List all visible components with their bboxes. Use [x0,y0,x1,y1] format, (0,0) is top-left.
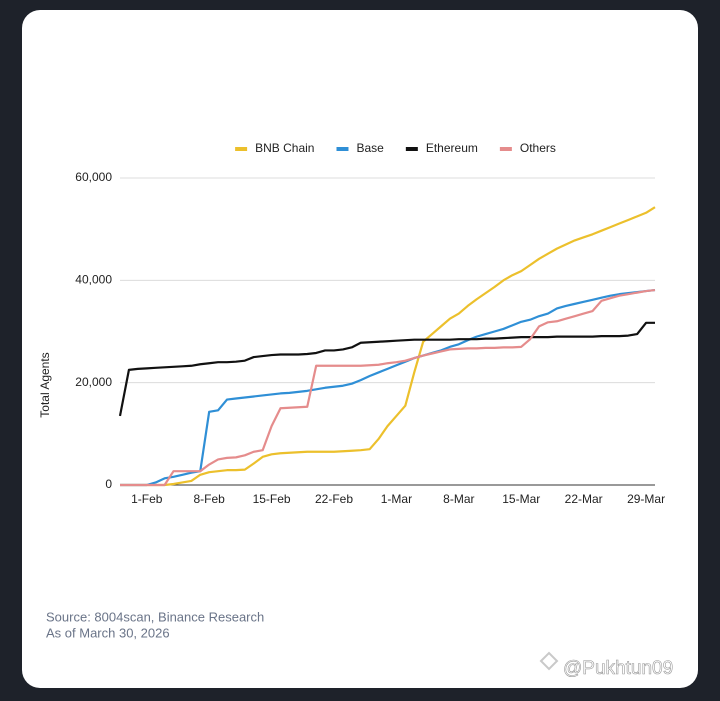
legend-label: BNB Chain [255,141,314,155]
y-axis-label: Total Agents [38,352,52,417]
legend-label: Base [356,141,384,155]
series-line [118,321,655,417]
x-tick-label: 29-Mar [627,492,665,506]
series-line [120,206,656,487]
card [22,10,698,688]
x-tick-label: 8-Feb [193,492,225,506]
x-tick-label: 15-Feb [253,492,291,506]
x-tick-label: 1-Mar [381,492,412,506]
series-line [120,288,656,487]
x-tick-label: 1-Feb [131,492,163,506]
x-tick-label: 22-Feb [315,492,353,506]
legend-label: Others [520,141,556,155]
y-tick-label: 40,000 [75,273,112,287]
series-line [120,288,656,487]
y-tick-label: 20,000 [75,375,112,389]
legend-label: Ethereum [426,141,478,155]
source-note: Source: 8004scan, Binance Research [46,609,264,624]
x-tick-label: 8-Mar [443,492,474,506]
watermark: @Pukhtun09 [563,658,673,679]
y-tick-label: 60,000 [75,170,112,184]
x-tick-label: 22-Mar [565,492,603,506]
watermark-icon [539,651,559,671]
y-tick-label: 0 [105,477,112,491]
x-tick-label: 15-Mar [502,492,540,506]
as-of-note: As of March 30, 2026 [46,625,170,640]
